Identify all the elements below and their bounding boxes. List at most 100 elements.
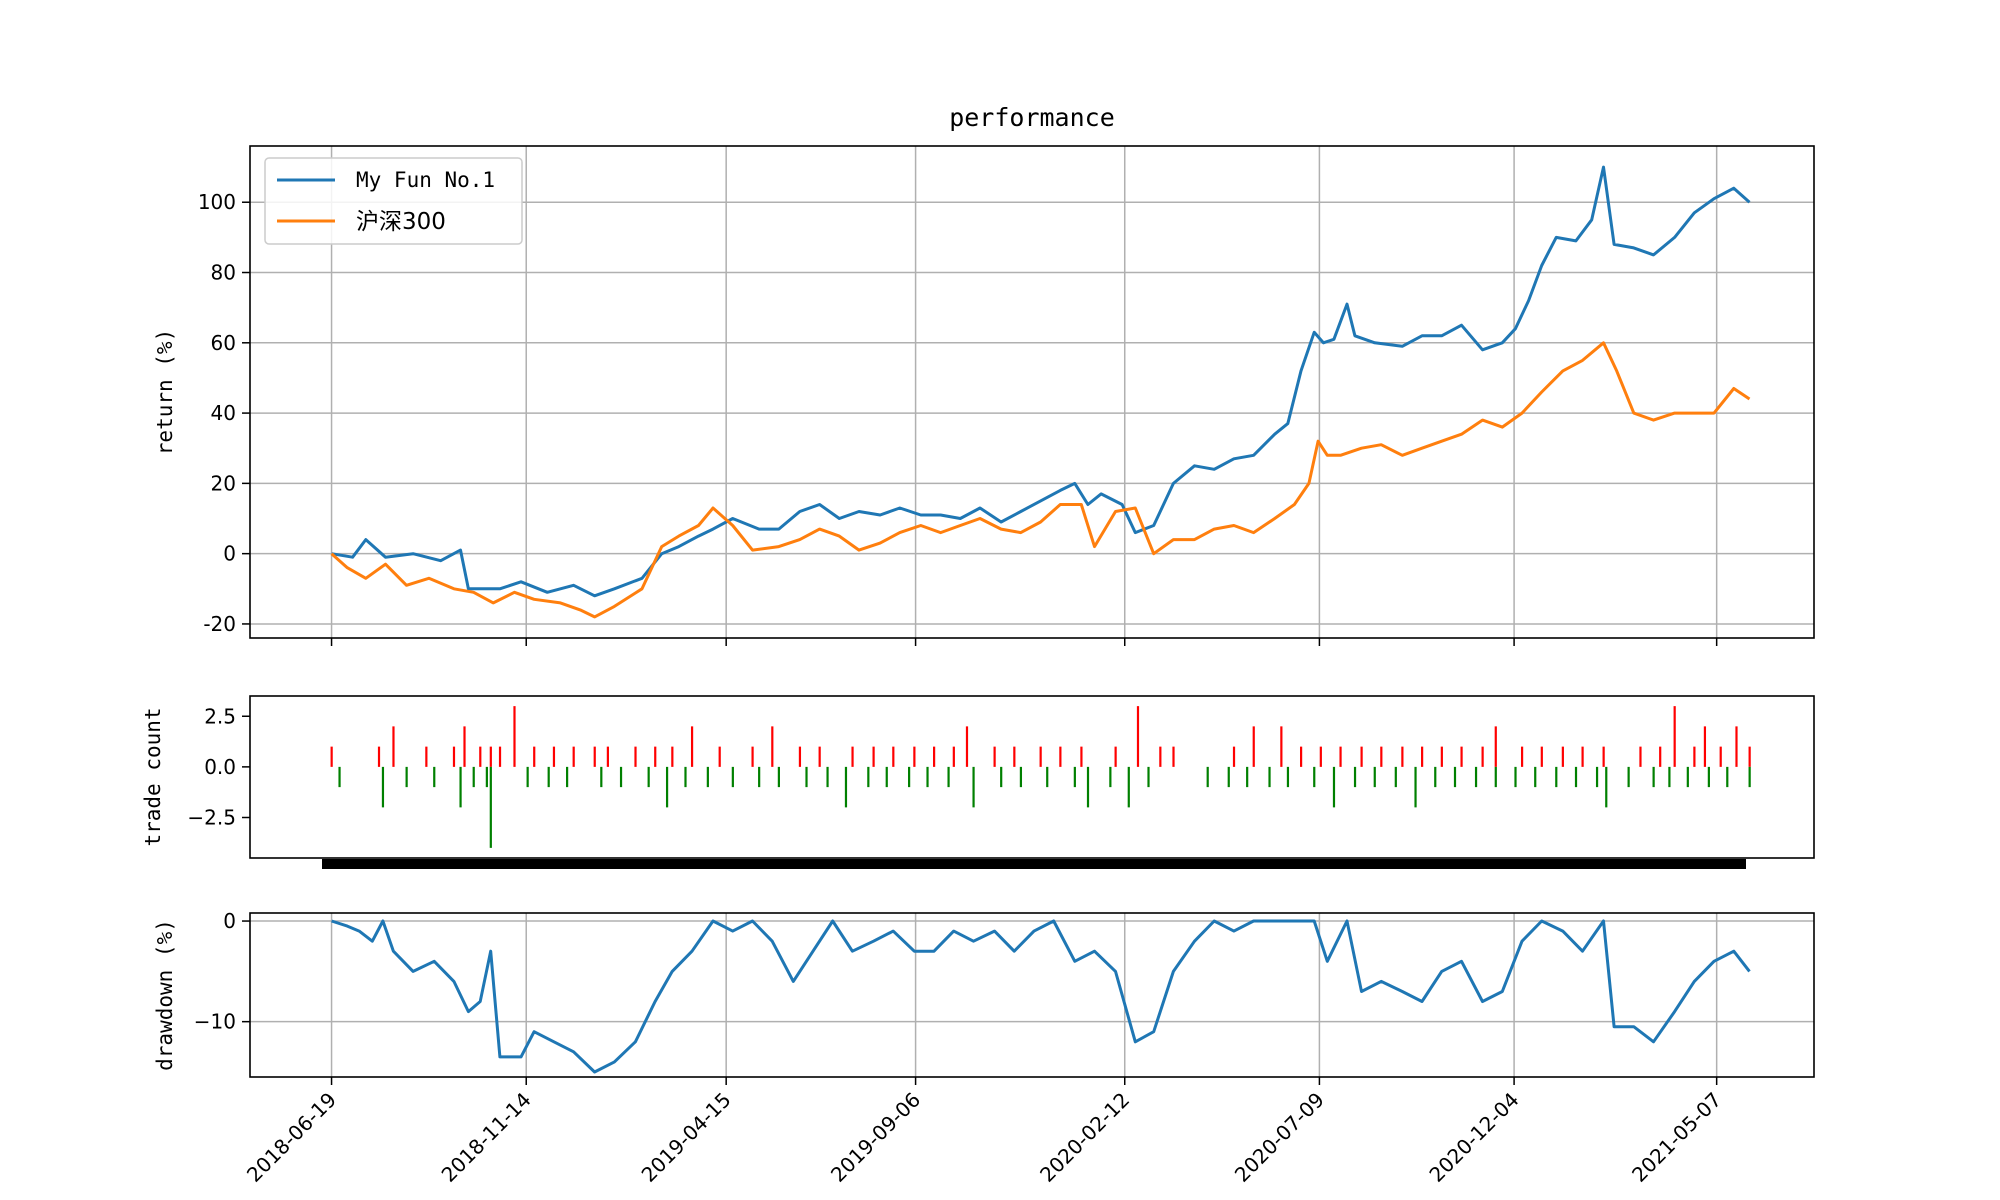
buy-bar <box>1401 746 1404 767</box>
sell-bar <box>338 766 341 788</box>
buy-bar <box>1703 726 1707 767</box>
buy-bar <box>1481 746 1484 767</box>
buy-bar <box>933 746 936 767</box>
sell-bar <box>1227 766 1230 788</box>
sell-bar <box>472 766 475 788</box>
buy-bar <box>1520 746 1524 767</box>
sell-bar <box>1748 766 1751 788</box>
sell-bar <box>908 766 911 788</box>
sell-bar <box>600 766 603 788</box>
buy-bar <box>498 746 502 767</box>
buy-bar <box>751 746 754 767</box>
sell-bar <box>1268 766 1271 788</box>
returns-y-label: return (%) <box>153 329 177 455</box>
x-tick-label: 2020-02-12 <box>1035 1088 1134 1187</box>
sell-bar <box>1019 766 1023 788</box>
returns-title: performance <box>949 103 1115 132</box>
sell-bar <box>1686 766 1689 788</box>
sell-bar <box>706 766 709 788</box>
buy-bar <box>1319 746 1322 767</box>
buy-bar <box>479 746 482 767</box>
sell-bar <box>1474 766 1478 788</box>
buy-bar <box>1719 746 1722 767</box>
buy-bar <box>452 746 456 767</box>
buy-bar <box>377 746 381 767</box>
sell-bar <box>1046 766 1049 788</box>
buy-bar <box>634 746 637 767</box>
sell-bar <box>1394 766 1397 788</box>
x-tick-label: 2018-06-19 <box>242 1088 341 1187</box>
sell-bar <box>1514 766 1517 788</box>
buy-bar <box>1159 746 1162 767</box>
sell-bar <box>1605 766 1608 808</box>
buy-bar <box>392 726 395 767</box>
fund-return-line <box>331 165 1751 598</box>
buy-bar <box>1561 746 1564 767</box>
sell-bar <box>1707 766 1710 788</box>
sell-bar <box>547 766 550 788</box>
sell-bar <box>731 766 734 788</box>
buy-bar <box>513 706 516 767</box>
buy-bar <box>1460 746 1463 767</box>
y-tick-label: 0 <box>223 909 236 933</box>
sell-bar <box>1574 766 1578 788</box>
sell-bar <box>1073 766 1076 788</box>
buy-bar <box>993 746 996 767</box>
buy-bar <box>1440 746 1443 767</box>
y-tick-label: −2.5 <box>187 806 236 830</box>
buy-bar <box>1659 746 1662 767</box>
sell-bar <box>1494 766 1497 788</box>
buy-bar <box>1748 746 1751 767</box>
sell-bar <box>1286 766 1290 788</box>
sell-bar <box>619 766 623 788</box>
sell-bar <box>805 766 808 788</box>
buy-bar <box>1136 706 1140 767</box>
buy-bar <box>1299 746 1303 767</box>
buy-bar <box>1232 746 1236 767</box>
sell-bar <box>1353 766 1357 788</box>
y-tick-label: 20 <box>211 471 236 495</box>
sell-bar <box>1453 766 1457 788</box>
buy-bar <box>690 726 694 767</box>
sell-bar <box>1147 766 1150 788</box>
y-tick-label: 40 <box>211 401 236 425</box>
sell-bar <box>381 766 385 808</box>
sell-bar <box>1373 766 1376 788</box>
buy-bar <box>1252 726 1255 767</box>
buy-bar <box>913 746 916 767</box>
buy-bar <box>671 746 674 767</box>
x-tick-label: 2019-04-15 <box>637 1088 736 1187</box>
buy-bar <box>1421 746 1424 767</box>
returns-frame <box>249 145 1815 639</box>
buy-bar <box>1172 746 1175 767</box>
buy-bar <box>718 746 721 767</box>
drawdown-panel: 0 −10 drawdown (%) <box>153 909 1815 1078</box>
y-tick-label: 0 <box>223 542 236 566</box>
x-tick-label: 2020-07-09 <box>1230 1088 1329 1187</box>
sell-bar <box>777 766 780 788</box>
sell-bar <box>647 766 650 788</box>
buy-bar <box>1360 746 1363 767</box>
buy-bar <box>533 746 536 767</box>
y-tick-label: 2.5 <box>204 704 236 728</box>
buy-bar <box>1693 746 1696 767</box>
sell-bar <box>1332 766 1336 808</box>
buy-bar <box>892 746 895 767</box>
buy-bar <box>425 746 428 767</box>
buy-bar <box>965 726 969 767</box>
drawdown-grid <box>250 913 1814 1077</box>
trade-count-baseline-band <box>322 859 1746 869</box>
sell-bar <box>405 766 408 788</box>
sell-bar <box>885 766 888 788</box>
buy-bar <box>1639 746 1642 767</box>
x-tick-label: 2019-09-06 <box>826 1088 925 1187</box>
buy-bar <box>818 746 821 767</box>
returns-y-ticks: 100 80 60 40 20 0 -20 <box>198 190 250 636</box>
sell-bar <box>1434 766 1437 788</box>
buy-bar <box>552 746 556 767</box>
buy-bar <box>1494 726 1497 767</box>
buy-bar <box>798 746 802 767</box>
buy-bar <box>654 746 657 767</box>
buy-bar <box>1080 746 1083 767</box>
drawdown-y-label: drawdown (%) <box>153 919 177 1071</box>
